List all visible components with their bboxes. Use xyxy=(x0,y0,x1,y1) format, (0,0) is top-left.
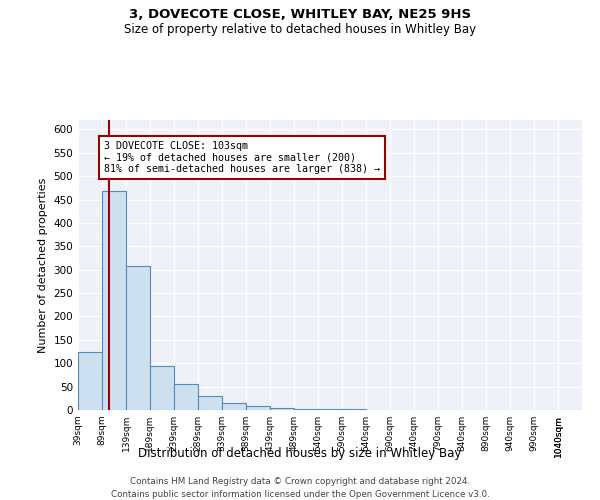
Bar xyxy=(222,404,246,410)
Bar xyxy=(318,409,342,410)
Bar xyxy=(102,191,126,410)
Text: Contains public sector information licensed under the Open Government Licence v3: Contains public sector information licen… xyxy=(110,490,490,499)
Text: 3 DOVECOTE CLOSE: 103sqm
← 19% of detached houses are smaller (200)
81% of semi-: 3 DOVECOTE CLOSE: 103sqm ← 19% of detach… xyxy=(104,141,380,174)
Bar xyxy=(294,408,318,410)
Text: 3, DOVECOTE CLOSE, WHITLEY BAY, NE25 9HS: 3, DOVECOTE CLOSE, WHITLEY BAY, NE25 9HS xyxy=(129,8,471,20)
Bar xyxy=(246,406,270,410)
Bar xyxy=(342,409,366,410)
Bar xyxy=(174,384,198,410)
Bar xyxy=(198,396,222,410)
Bar xyxy=(150,366,174,410)
Y-axis label: Number of detached properties: Number of detached properties xyxy=(38,178,48,352)
Text: Size of property relative to detached houses in Whitley Bay: Size of property relative to detached ho… xyxy=(124,22,476,36)
Text: Contains HM Land Registry data © Crown copyright and database right 2024.: Contains HM Land Registry data © Crown c… xyxy=(130,478,470,486)
Bar xyxy=(78,352,102,410)
Bar xyxy=(270,408,294,410)
Bar xyxy=(126,266,150,410)
Text: Distribution of detached houses by size in Whitley Bay: Distribution of detached houses by size … xyxy=(139,448,461,460)
